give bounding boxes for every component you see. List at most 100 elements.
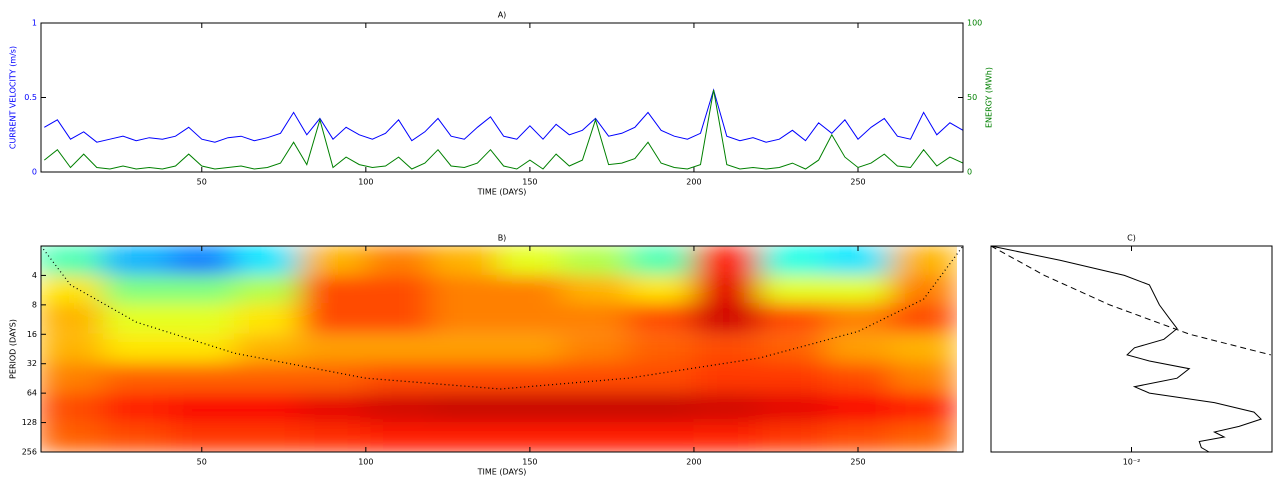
heatmap-cell bbox=[168, 303, 236, 334]
heatmap-cell bbox=[234, 246, 301, 276]
heatmap-cell bbox=[299, 422, 367, 452]
y-tick-label: 0.5 bbox=[24, 93, 37, 102]
heatmap-cell bbox=[759, 422, 826, 452]
heatmap-cell bbox=[102, 303, 170, 334]
heatmap-cell bbox=[365, 246, 432, 276]
heatmap-cell bbox=[168, 392, 236, 424]
heatmap-cell bbox=[562, 392, 629, 424]
heatmap-cell bbox=[496, 275, 564, 306]
x-tick-label: 10⁻² bbox=[1123, 458, 1141, 467]
heatmap-cell bbox=[41, 422, 104, 452]
x-tick-label: 250 bbox=[850, 458, 865, 467]
heatmap-cell bbox=[562, 362, 629, 394]
heatmap-cell bbox=[627, 422, 695, 452]
heatmap-cell bbox=[168, 275, 236, 306]
heatmap-cell bbox=[430, 362, 498, 394]
y-tick-label: 16 bbox=[27, 330, 37, 339]
x-axis-label: TIME (DAYS) bbox=[477, 468, 527, 477]
y-tick-label: 128 bbox=[22, 418, 37, 427]
heatmap-cell bbox=[168, 334, 236, 365]
heatmap-cell bbox=[365, 275, 432, 306]
heatmap-cell bbox=[234, 422, 301, 452]
heatmap-cell bbox=[102, 392, 170, 424]
heatmap-cell bbox=[168, 362, 236, 394]
heatmap-cell bbox=[299, 246, 367, 276]
heatmap-cell bbox=[890, 246, 957, 276]
heatmap-cell bbox=[824, 303, 892, 334]
cone-of-influence bbox=[41, 246, 963, 390]
heatmap-cell bbox=[102, 362, 170, 394]
heatmap-cell bbox=[627, 362, 695, 394]
heatmap-cell bbox=[41, 334, 104, 365]
series-line bbox=[990, 245, 1263, 453]
heatmap-cell bbox=[430, 275, 498, 306]
y-axis-label: CURRENT VELOCITY (m/s) bbox=[9, 46, 18, 149]
heatmap-cell bbox=[234, 303, 301, 334]
heatmap-cell bbox=[824, 334, 892, 365]
heatmap-cell bbox=[693, 334, 761, 365]
x-tick-label: 250 bbox=[850, 178, 865, 187]
y-tick-label: 32 bbox=[27, 359, 37, 368]
heatmap-cell bbox=[430, 334, 498, 365]
x-tick-label: 100 bbox=[358, 458, 373, 467]
y-axis-label: PERIOD (DAYS) bbox=[9, 319, 18, 379]
heatmap-cell bbox=[430, 303, 498, 334]
heatmap-cell bbox=[759, 246, 826, 276]
heatmap-cell bbox=[299, 275, 367, 306]
x-tick-label: 50 bbox=[197, 178, 207, 187]
y-tick-label: 1 bbox=[32, 19, 37, 28]
plot-frame bbox=[990, 245, 1273, 453]
heatmap-cell bbox=[496, 362, 564, 394]
x-tick-label: 200 bbox=[686, 458, 701, 467]
y2-tick-label: 0 bbox=[967, 168, 972, 177]
heatmap-cell bbox=[824, 275, 892, 306]
heatmap-cell bbox=[365, 422, 432, 452]
heatmap-cell bbox=[627, 392, 695, 424]
heatmap-cell bbox=[890, 392, 957, 424]
heatmap-cell bbox=[365, 303, 432, 334]
heatmap-cell bbox=[102, 275, 170, 306]
panel-title: B) bbox=[498, 234, 507, 243]
heatmap-cell bbox=[102, 246, 170, 276]
y-tick-label: 8 bbox=[32, 300, 37, 309]
heatmap-cell bbox=[41, 303, 104, 334]
heatmap-cell bbox=[430, 392, 498, 424]
y-tick-label: 0 bbox=[32, 168, 37, 177]
heatmap-cell bbox=[562, 246, 629, 276]
heatmap-cell bbox=[234, 362, 301, 394]
heatmap-cell bbox=[430, 246, 498, 276]
x-tick-label: 150 bbox=[522, 458, 537, 467]
heatmap-cell bbox=[299, 362, 367, 394]
y2-axis-label: ENERGY (MWh) bbox=[985, 67, 994, 128]
y2-tick-label: 50 bbox=[967, 93, 977, 102]
heatmap-cell bbox=[562, 303, 629, 334]
heatmap-cell bbox=[627, 246, 695, 276]
heatmap-cell bbox=[693, 275, 761, 306]
heatmap-cell bbox=[299, 303, 367, 334]
heatmap-cell bbox=[693, 303, 761, 334]
heatmap-cell bbox=[759, 334, 826, 365]
heatmap-cell bbox=[759, 362, 826, 394]
heatmap-cell bbox=[627, 334, 695, 365]
heatmap-cell bbox=[627, 275, 695, 306]
heatmap-cell bbox=[627, 303, 695, 334]
panel-title: C) bbox=[1127, 234, 1136, 243]
heatmap-cell bbox=[562, 275, 629, 306]
heatmap-cell bbox=[693, 392, 761, 424]
heatmap-cell bbox=[102, 422, 170, 452]
heatmap-cell bbox=[890, 334, 957, 365]
heatmap-cell bbox=[234, 275, 301, 306]
heatmap-cell bbox=[890, 303, 957, 334]
heatmap-cell bbox=[41, 275, 104, 306]
series-line bbox=[43, 89, 964, 170]
heatmap-cell bbox=[41, 362, 104, 394]
heatmap-cell bbox=[299, 334, 367, 365]
heatmap-cell bbox=[41, 246, 104, 276]
heatmap-cell bbox=[759, 275, 826, 306]
x-axis-label: TIME (DAYS) bbox=[477, 188, 527, 197]
heatmap-cell bbox=[824, 362, 892, 394]
heatmap-cell bbox=[496, 334, 564, 365]
heatmap-cell bbox=[562, 422, 629, 452]
heatmap-cell bbox=[759, 303, 826, 334]
